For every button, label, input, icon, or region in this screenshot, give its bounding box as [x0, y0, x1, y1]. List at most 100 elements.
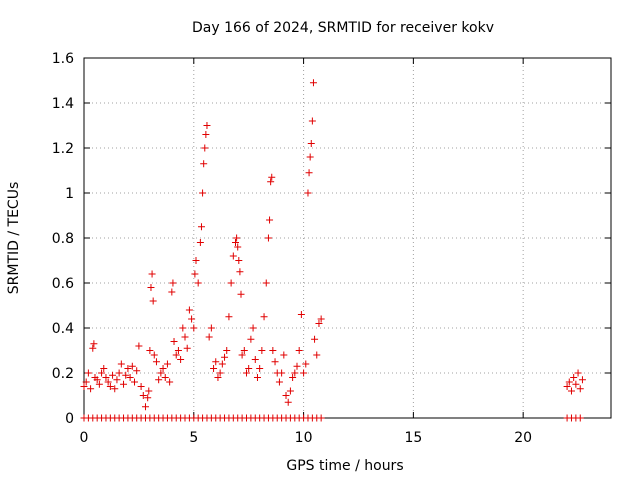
data-point: [309, 79, 317, 87]
data-point: [166, 378, 174, 386]
data-point: [576, 414, 584, 422]
data-point: [104, 378, 112, 386]
data-point: [150, 351, 158, 359]
data-point: [147, 284, 155, 291]
data-point: [267, 178, 275, 186]
data-point: [113, 376, 121, 384]
data-point: [194, 279, 202, 287]
data-point: [126, 374, 134, 381]
data-point: [236, 268, 244, 276]
data-point: [141, 403, 149, 411]
data-point: [106, 383, 114, 390]
data-point: [242, 369, 250, 377]
data-point: [570, 374, 578, 381]
data-point: [221, 353, 229, 361]
data-point: [139, 392, 147, 399]
data-point: [144, 394, 152, 402]
data-point: [300, 369, 308, 377]
data-point: [98, 369, 106, 377]
data-point: [315, 320, 323, 327]
data-point: [311, 335, 319, 343]
data-point: [188, 315, 196, 323]
data-point: [227, 279, 235, 287]
data-point: [117, 360, 125, 368]
data-point: [102, 374, 110, 381]
data-point: [282, 392, 290, 399]
data-point: [152, 358, 160, 366]
grid: [84, 58, 611, 418]
data-point: [578, 376, 586, 384]
data-point: [89, 344, 97, 352]
data-point: [168, 288, 176, 296]
data-point: [237, 290, 245, 298]
data-point: [148, 270, 156, 278]
data-point: [238, 351, 246, 359]
data-point: [262, 279, 270, 287]
data-point: [146, 347, 154, 354]
data-point: [295, 347, 303, 354]
y-tick-label: 0.2: [52, 366, 74, 382]
data-point: [268, 173, 276, 181]
data-point: [258, 347, 266, 354]
y-tick-label: 1.4: [52, 96, 74, 112]
data-point: [275, 378, 283, 386]
data-point: [567, 387, 575, 395]
data-point: [163, 360, 171, 368]
data-point: [203, 122, 211, 129]
data-point: [120, 380, 128, 388]
data-point: [115, 369, 123, 377]
y-tick-label: 1.6: [52, 51, 74, 67]
data-point: [179, 324, 187, 332]
data-point: [293, 362, 301, 370]
data-point: [131, 378, 139, 386]
data-point: [170, 338, 178, 345]
x-tick-label: 20: [514, 430, 532, 446]
data-point: [278, 369, 286, 377]
data-point: [149, 297, 157, 305]
data-point: [183, 344, 191, 352]
data-point: [266, 216, 274, 224]
data-point: [574, 369, 582, 377]
data-point: [161, 374, 169, 381]
x-tick-label: 0: [80, 430, 89, 446]
data-point: [212, 358, 220, 366]
data-point: [269, 347, 277, 354]
data-point: [159, 365, 167, 372]
y-tick-label: 1.2: [52, 141, 74, 157]
data-point: [185, 306, 193, 314]
data-point: [145, 387, 153, 395]
data-point: [256, 365, 264, 372]
data-point: [87, 385, 95, 393]
data-point: [234, 243, 242, 251]
data-point: [306, 153, 314, 161]
data-point: [137, 383, 145, 390]
data-point: [233, 234, 241, 242]
data-point: [235, 257, 243, 264]
data-point: [317, 315, 325, 323]
data-point: [286, 387, 294, 395]
data-point: [172, 351, 180, 359]
data-point: [563, 383, 571, 390]
data-point: [308, 117, 316, 125]
data-point: [196, 239, 204, 246]
data-point: [109, 371, 117, 379]
data-point: [169, 279, 177, 287]
data-point: [200, 160, 208, 168]
data-point: [128, 362, 136, 370]
data-point: [249, 324, 257, 332]
x-tick-label: 15: [404, 430, 422, 446]
data-point: [192, 257, 200, 264]
data-point: [202, 131, 210, 138]
data-point: [174, 347, 182, 354]
data-point: [229, 252, 237, 260]
data-point: [271, 358, 279, 366]
y-tick-label: 0.4: [52, 321, 74, 337]
y-tick-label: 1: [65, 186, 74, 202]
data-point: [260, 313, 268, 321]
data-point: [313, 351, 321, 359]
data-point: [205, 333, 213, 341]
data-point: [181, 333, 189, 341]
data-point: [223, 347, 231, 354]
data-point: [304, 189, 312, 197]
